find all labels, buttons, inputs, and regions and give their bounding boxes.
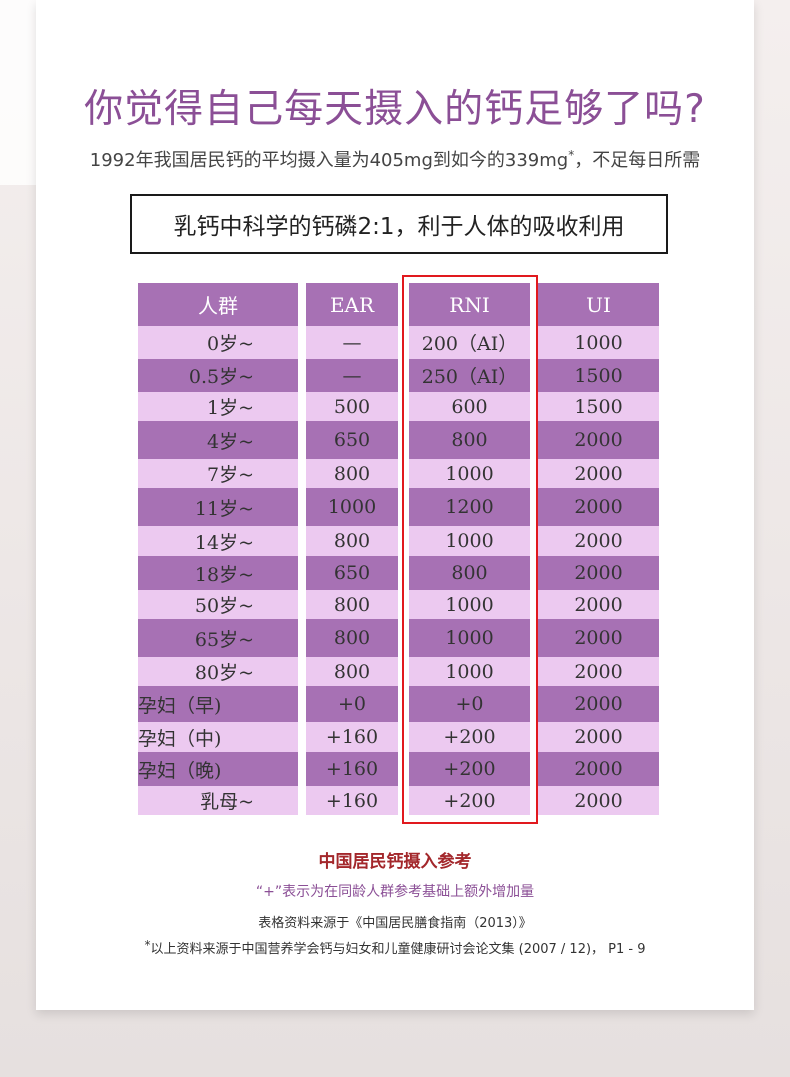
footnote-text: 以上资料来源于中国营养学会钙与妇女和儿童健康研讨会论文集 (2007 / 12)…: [150, 942, 646, 957]
subtitle-text: 1992年我国居民钙的平均摄入量为405mg到如今的339mg: [89, 150, 569, 171]
subtitle-tail: ，不足每日所需: [574, 150, 701, 171]
subtitle-footnote-mark: *: [568, 148, 575, 162]
table-caption: 中国居民钙摄入参考: [318, 852, 472, 872]
rni-column-highlight: [402, 275, 538, 824]
background-panel: [0, 0, 36, 185]
table-note: “+”表示为在同龄人群参考基础上额外增加量: [255, 884, 535, 900]
footnote: *以上资料来源于中国营养学会钙与妇女和儿童健康研讨会论文集 (2007 / 12…: [0, 938, 790, 957]
highlight-box: 乳钙中科学的钙磷2:1，利于人体的吸收利用: [130, 194, 668, 254]
page-title: 你觉得自己每天摄入的钙足够了吗?: [84, 87, 706, 132]
subtitle: 1992年我国居民钙的平均摄入量为405mg到如今的339mg*，不足每日所需: [0, 146, 790, 172]
table-source: 表格资料来源于《中国居民膳食指南（2013）》: [258, 916, 532, 931]
footnote-mark: *: [144, 938, 151, 952]
